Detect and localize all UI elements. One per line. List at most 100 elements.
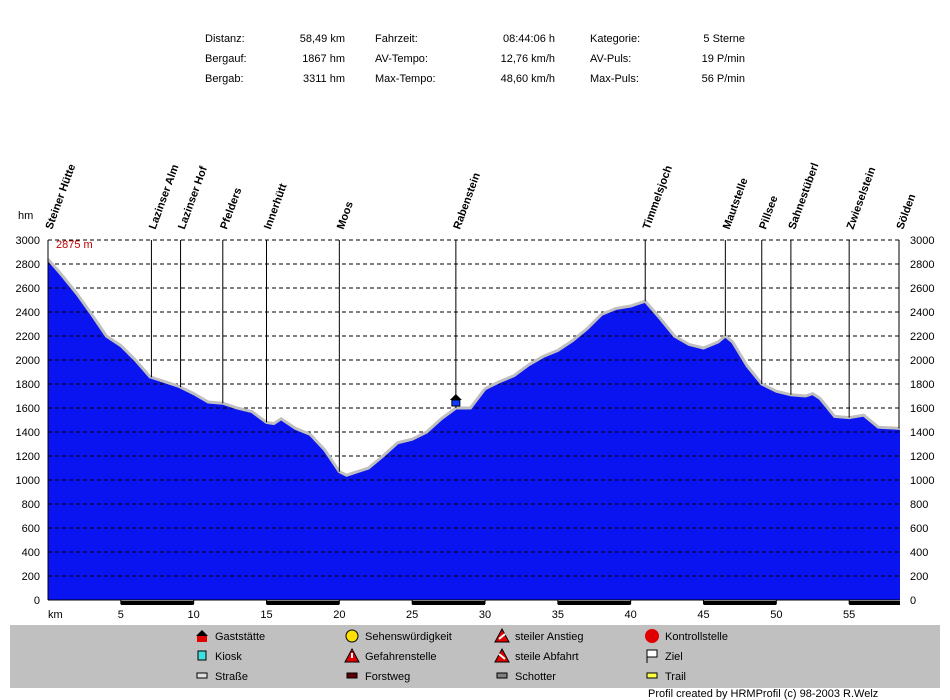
profile-edge (46, 258, 901, 477)
legend-panel (10, 625, 940, 688)
icon (196, 672, 208, 679)
y-tick-label-right: 2600 (910, 283, 934, 295)
y-tick-label: 1400 (16, 427, 40, 439)
legend-icon (345, 629, 359, 643)
waypoint-label: Pfelders (218, 186, 244, 231)
max-annotation: 2875 m (56, 239, 93, 251)
x-tick-label: 30 (479, 609, 491, 621)
x-tick-label: 40 (625, 609, 637, 621)
y-tick-label: 400 (22, 547, 40, 559)
y-tick-label-right: 200 (910, 571, 928, 583)
legend-icon (645, 629, 659, 643)
y-tick-label-right: 2800 (910, 259, 934, 271)
legend-icon (646, 672, 658, 679)
y-tick-label-right: 2400 (910, 307, 934, 319)
legend-icon (494, 627, 510, 643)
y-tick-label: 1000 (16, 475, 40, 487)
stat-value: 58,49 km (300, 33, 345, 45)
legend-label: steiler Anstieg (515, 631, 583, 643)
icon (645, 629, 659, 643)
x-tick-label: 50 (770, 609, 782, 621)
icon (346, 672, 358, 679)
stat-label: Distanz: (205, 33, 245, 45)
stat-value: 56 P/min (702, 73, 745, 85)
waypoint-label: Moos (335, 200, 356, 231)
stat-label: Fahrzeit: (375, 33, 418, 45)
legend-label: Gefahrenstelle (365, 651, 437, 663)
stat-label: Bergauf: (205, 53, 247, 65)
km-band (557, 601, 631, 605)
y-tick-label-right: 400 (910, 547, 928, 559)
waypoint-label: Rabenstein (451, 171, 483, 231)
x-tick-label: 45 (697, 609, 709, 621)
legend-label: steile Abfahrt (515, 651, 579, 663)
stat-label: Max-Puls: (590, 73, 639, 85)
stat-value: 3311 hm (303, 73, 345, 85)
legend-icon (646, 649, 658, 663)
icon (345, 629, 359, 643)
km-band (849, 601, 900, 605)
waypoint-label: Innerhütt (262, 182, 290, 231)
x-tick-label: 5 (118, 609, 124, 621)
y-tick-label-right: 1000 (910, 475, 934, 487)
y-tick-label: 1600 (16, 403, 40, 415)
legend-label: Kiosk (215, 651, 242, 663)
legend-label: Gaststätte (215, 631, 265, 643)
y-tick-label: 1800 (16, 379, 40, 391)
y-tick-label: 800 (22, 499, 40, 511)
stat-value: 08:44:06 h (503, 33, 555, 45)
icon (646, 649, 658, 658)
y-tick-label-right: 0 (910, 595, 916, 607)
x-tick-label: 10 (188, 609, 200, 621)
stat-label: Bergab: (205, 73, 244, 85)
x-tick-label: 15 (260, 609, 272, 621)
waypoint-label: Zwieselstein (845, 165, 879, 231)
y-tick-label-right: 1400 (910, 427, 934, 439)
icon (196, 630, 208, 636)
legend-label: Ziel (665, 651, 683, 663)
stat-label: Kategorie: (590, 33, 640, 45)
y-axis-label: hm (18, 210, 33, 222)
gaststaette-icon (449, 394, 462, 400)
legend-icon (197, 650, 207, 661)
y-tick-label-right: 2200 (910, 331, 934, 343)
legend-label: Sehenswürdigkeit (365, 631, 452, 643)
waypoint-label: Steiner Hütte (44, 163, 79, 231)
stat-value: 1867 hm (302, 53, 345, 65)
waypoint-label: Timmelsjoch (641, 164, 675, 231)
legend-icon (496, 672, 508, 679)
x-tick-label: 20 (333, 609, 345, 621)
icon (498, 653, 506, 660)
y-tick-label-right: 1800 (910, 379, 934, 391)
y-tick-label-right: 600 (910, 523, 928, 535)
stat-label: AV-Puls: (590, 53, 631, 65)
legend-label: Schotter (515, 671, 556, 683)
icon (351, 653, 353, 658)
profile-area (48, 259, 900, 600)
y-tick-label: 2000 (16, 355, 40, 367)
waypoint-label: Pillsee (757, 194, 780, 231)
waypoint-label: Sölden (895, 192, 919, 231)
waypoint-label: Lazinser Hof (176, 165, 210, 231)
y-tick-label: 2800 (16, 259, 40, 271)
y-tick-label: 2200 (16, 331, 40, 343)
legend-icon (346, 672, 358, 679)
y-tick-label: 0 (34, 595, 40, 607)
stat-value: 12,76 km/h (501, 53, 555, 65)
y-tick-label-right: 2000 (910, 355, 934, 367)
y-tick-label-right: 1200 (910, 451, 934, 463)
icon (197, 636, 207, 642)
x-tick-label: 55 (843, 609, 855, 621)
icon (197, 650, 207, 661)
waypoint-label: Lazinser Alm (147, 163, 182, 231)
y-tick-label: 600 (22, 523, 40, 535)
x-axis-label: km (48, 609, 63, 621)
footer: Profil created by HRMProfil (c) 98-2003 … (648, 688, 878, 700)
legend-label: Straße (215, 671, 248, 683)
legend-icon (344, 647, 360, 663)
icon (498, 633, 506, 640)
y-tick-label: 3000 (16, 235, 40, 247)
waypoint-label: Sahnestüberl (786, 161, 821, 231)
stat-value: 19 P/min (702, 53, 745, 65)
